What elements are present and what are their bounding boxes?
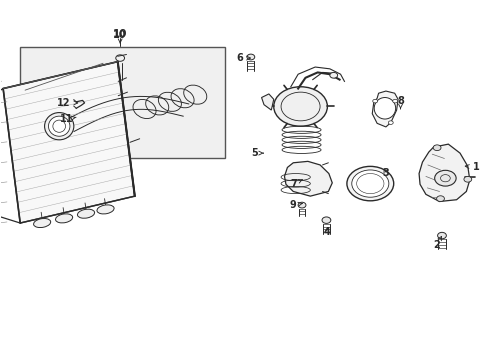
Circle shape (351, 170, 388, 197)
Ellipse shape (437, 232, 446, 239)
Ellipse shape (373, 98, 395, 119)
Text: 12: 12 (57, 98, 78, 108)
Text: 1: 1 (464, 162, 479, 172)
Ellipse shape (97, 205, 114, 214)
Text: 7: 7 (289, 179, 302, 189)
Ellipse shape (322, 217, 330, 224)
Text: 9: 9 (289, 200, 302, 210)
Text: 2: 2 (433, 237, 441, 249)
Ellipse shape (246, 54, 254, 60)
Text: 11: 11 (60, 114, 76, 124)
Circle shape (329, 72, 337, 78)
Polygon shape (284, 161, 331, 196)
Text: 3: 3 (382, 168, 388, 178)
Circle shape (432, 145, 440, 150)
Text: 6: 6 (236, 53, 250, 63)
Circle shape (392, 99, 397, 103)
Polygon shape (371, 91, 397, 127)
Circle shape (387, 121, 392, 125)
Text: 10: 10 (113, 30, 127, 39)
Polygon shape (3, 62, 135, 223)
Circle shape (436, 196, 444, 202)
Circle shape (346, 166, 393, 201)
Ellipse shape (298, 202, 305, 208)
Ellipse shape (34, 219, 51, 228)
Text: 5: 5 (250, 148, 263, 158)
FancyBboxPatch shape (20, 47, 224, 158)
Circle shape (372, 99, 377, 103)
Ellipse shape (77, 209, 94, 218)
Polygon shape (418, 144, 469, 202)
Text: 4: 4 (324, 227, 330, 237)
Ellipse shape (48, 116, 70, 136)
Text: 8: 8 (396, 96, 403, 109)
Polygon shape (261, 94, 273, 110)
Circle shape (463, 176, 471, 182)
Circle shape (434, 170, 455, 186)
Ellipse shape (44, 113, 74, 140)
Ellipse shape (56, 214, 73, 223)
Text: 10: 10 (113, 30, 127, 43)
Circle shape (273, 87, 327, 126)
